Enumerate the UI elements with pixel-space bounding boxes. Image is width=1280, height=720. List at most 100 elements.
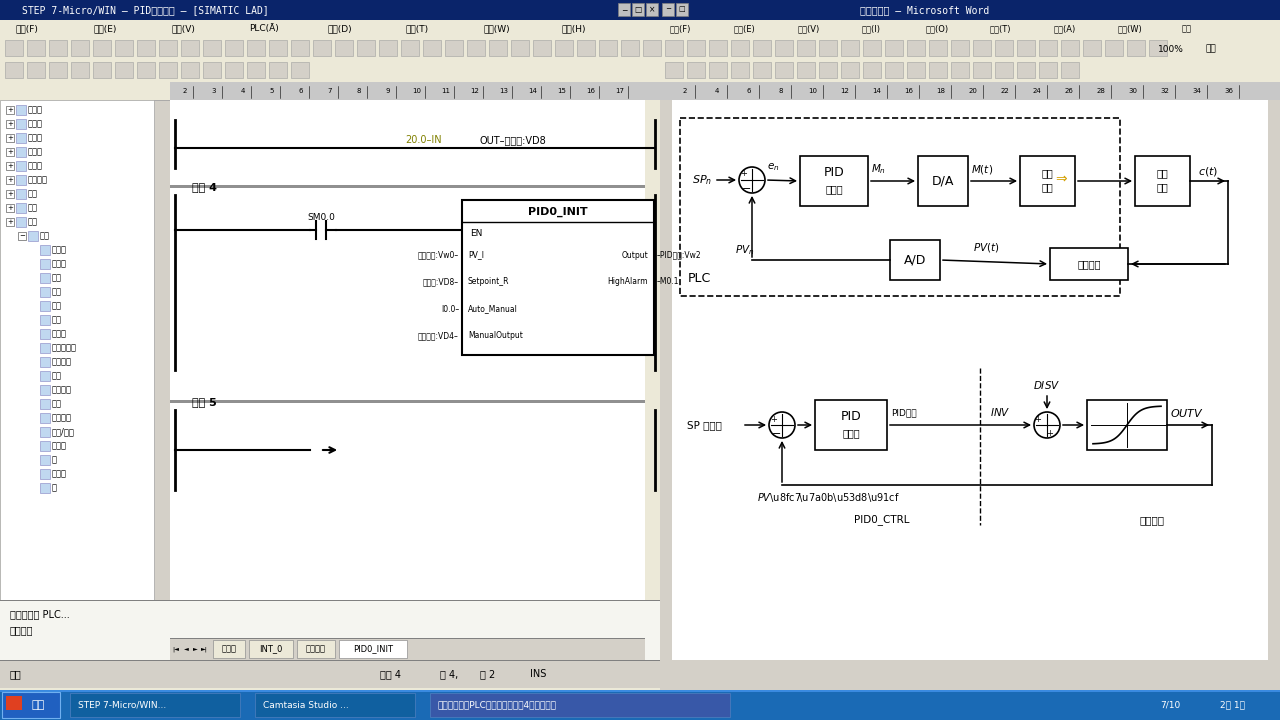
Text: 16: 16 <box>905 88 914 94</box>
Circle shape <box>1034 412 1060 438</box>
Bar <box>643 40 660 56</box>
Text: ─: ─ <box>666 6 671 12</box>
Text: 执行: 执行 <box>1042 168 1053 178</box>
Bar <box>1083 40 1101 56</box>
Bar <box>335 40 353 56</box>
Text: 手动输入:VD4–: 手动输入:VD4– <box>419 331 460 341</box>
Text: 帮助(H): 帮助(H) <box>561 24 585 34</box>
Text: ⇒: ⇒ <box>1055 172 1066 186</box>
Bar <box>918 156 968 206</box>
Text: A/D: A/D <box>904 253 927 266</box>
Bar <box>40 259 50 269</box>
Bar <box>660 0 1280 690</box>
Text: $OUTV$: $OUTV$ <box>1170 407 1204 419</box>
Text: 20.0–IN: 20.0–IN <box>406 135 442 145</box>
Text: SM0.0: SM0.0 <box>307 212 335 222</box>
Text: D/A: D/A <box>932 174 954 187</box>
Text: 12: 12 <box>841 88 850 94</box>
Text: +: + <box>8 191 13 197</box>
Bar <box>951 40 969 56</box>
Bar <box>774 40 794 56</box>
Bar <box>731 62 749 78</box>
Bar <box>621 40 639 56</box>
Bar <box>15 161 26 171</box>
Text: 列 2: 列 2 <box>480 669 495 679</box>
Bar <box>204 62 221 78</box>
Text: +: + <box>8 163 13 169</box>
Text: 2: 2 <box>183 88 187 94</box>
Text: 格式(O): 格式(O) <box>925 24 950 34</box>
Bar <box>660 60 1280 82</box>
Text: 比较: 比较 <box>52 302 61 310</box>
Bar <box>1039 40 1057 56</box>
Text: 符号表: 符号表 <box>28 120 44 128</box>
Bar <box>3 692 60 718</box>
Bar <box>137 62 155 78</box>
Bar <box>462 200 654 355</box>
Bar <box>0 0 660 690</box>
Text: 时钟: 时钟 <box>52 274 61 282</box>
Text: 位逻辑: 位逻辑 <box>52 259 67 269</box>
Text: 被控对象: 被控对象 <box>1139 515 1165 525</box>
Text: 被控: 被控 <box>1157 168 1169 178</box>
Bar <box>660 82 1280 100</box>
Bar <box>40 301 50 311</box>
Bar <box>511 40 529 56</box>
Bar <box>973 40 991 56</box>
Text: 工具(T): 工具(T) <box>989 24 1011 34</box>
Bar <box>27 40 45 56</box>
Text: 22: 22 <box>1001 88 1010 94</box>
Bar <box>40 469 50 479</box>
Text: 程序控制: 程序控制 <box>52 413 72 423</box>
Bar <box>709 62 727 78</box>
Text: 通信: 通信 <box>28 189 38 199</box>
Text: 下载成功: 下载成功 <box>10 625 33 635</box>
Bar <box>0 60 660 82</box>
Bar <box>422 40 442 56</box>
Text: 6: 6 <box>298 88 303 94</box>
Bar <box>0 100 170 638</box>
Text: 对象: 对象 <box>1157 182 1169 192</box>
Text: PV_I: PV_I <box>468 251 484 259</box>
Text: 10: 10 <box>809 88 818 94</box>
Bar <box>6 134 14 142</box>
Text: |◄: |◄ <box>173 647 179 652</box>
Text: INS: INS <box>530 669 547 679</box>
Text: 收藏夹: 收藏夹 <box>52 246 67 254</box>
Text: 顺序控制图 – Microsoft Word: 顺序控制图 – Microsoft Word <box>860 5 989 15</box>
Text: 状态表: 状态表 <box>28 133 44 143</box>
Bar <box>6 120 14 128</box>
Bar <box>666 40 684 56</box>
Bar <box>731 40 749 56</box>
Text: 5: 5 <box>270 88 274 94</box>
Bar <box>599 40 617 56</box>
Text: ►|: ►| <box>201 647 207 652</box>
Bar <box>577 40 595 56</box>
Bar <box>225 62 243 78</box>
Bar <box>15 217 26 227</box>
Bar <box>445 40 463 56</box>
Bar <box>255 693 415 717</box>
Bar <box>0 38 660 60</box>
Bar <box>212 640 244 658</box>
Bar <box>672 100 1268 660</box>
Text: 字符串: 字符串 <box>52 441 67 451</box>
Text: 数据块: 数据块 <box>28 148 44 156</box>
Bar <box>841 62 859 78</box>
Bar <box>6 148 14 156</box>
Text: PLC: PLC <box>689 272 712 285</box>
Bar <box>70 693 241 717</box>
Text: 窗口(W): 窗口(W) <box>1117 24 1143 34</box>
Bar <box>687 62 705 78</box>
Text: Auto_Manual: Auto_Manual <box>468 305 518 313</box>
Text: PID0_INIT: PID0_INIT <box>529 207 588 217</box>
Text: $PV(t)$: $PV(t)$ <box>973 241 1000 254</box>
Bar <box>40 413 50 423</box>
Bar <box>0 600 660 660</box>
Bar <box>401 40 419 56</box>
Bar <box>1018 62 1036 78</box>
Bar <box>15 133 26 143</box>
Bar <box>170 100 645 638</box>
Bar <box>687 40 705 56</box>
Bar <box>5 40 23 56</box>
